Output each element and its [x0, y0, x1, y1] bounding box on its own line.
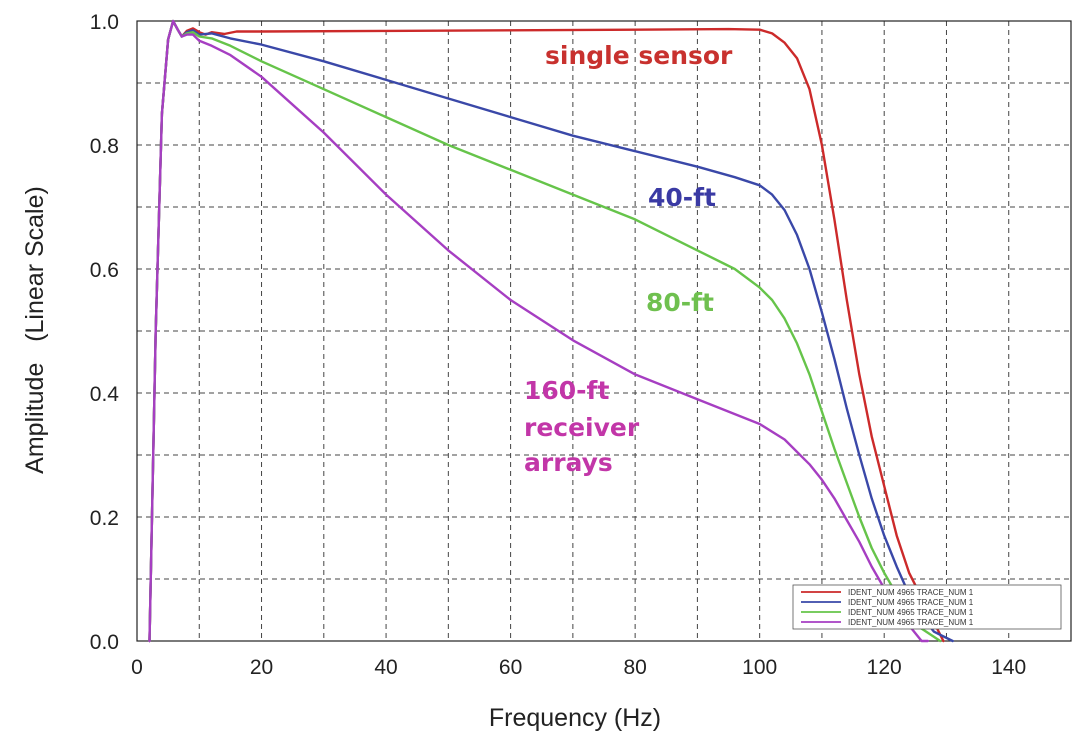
x-tick-label: 140	[991, 656, 1026, 679]
series-lines	[148, 19, 954, 643]
grid-lines	[137, 21, 1071, 641]
legend-entry: IDENT_NUM 4965 TRACE_NUM 1	[848, 588, 974, 597]
y-tick-label: 0.4	[90, 383, 120, 406]
y-tick-label: 0.6	[90, 259, 119, 282]
y-tick-label: 0.0	[90, 631, 119, 654]
x-tick-label: 0	[131, 656, 143, 679]
y-tick-label: 0.8	[90, 135, 119, 158]
label-160-ft-line-3: arrays	[524, 448, 613, 477]
legend-entry: IDENT_NUM 4965 TRACE_NUM 1	[848, 608, 974, 617]
label-40-ft-line: 40-ft	[648, 183, 716, 212]
label-160-ft: 160-ft receiver arrays	[524, 376, 648, 477]
label-single-sensor-line: single sensor	[545, 41, 733, 70]
label-160-ft-line-2: receiver	[524, 413, 640, 442]
x-tick-label: 120	[867, 656, 902, 679]
y-axis-title: Amplitude (Linear Scale)	[21, 186, 49, 474]
x-tick-label: 20	[250, 656, 273, 679]
label-40-ft: 40-ft	[648, 183, 716, 212]
legend-entry: IDENT_NUM 4965 TRACE_NUM 1	[848, 618, 974, 627]
legend-entry: IDENT_NUM 4965 TRACE_NUM 1	[848, 598, 974, 607]
x-tick-label: 100	[742, 656, 777, 679]
x-tick-label: 40	[374, 656, 397, 679]
label-single-sensor: single sensor	[545, 41, 733, 70]
y-tick-label: 1.0	[90, 11, 119, 34]
label-80-ft-line: 80-ft	[646, 288, 714, 317]
series-line-160-ft	[148, 19, 929, 643]
x-axis-title: Frequency (Hz)	[489, 704, 661, 732]
y-tick-label: 0.2	[90, 507, 119, 530]
label-80-ft: 80-ft	[646, 288, 714, 317]
x-tick-label: 80	[623, 656, 646, 679]
x-tick-label: 60	[499, 656, 522, 679]
label-160-ft-line-1: 160-ft	[524, 376, 609, 405]
plot-frame	[136, 20, 1072, 642]
tick-labels: 0 20 40 60 80 100 120 140 0.0 0.2 0.4 0.6 0.8 1.0	[90, 11, 1026, 679]
